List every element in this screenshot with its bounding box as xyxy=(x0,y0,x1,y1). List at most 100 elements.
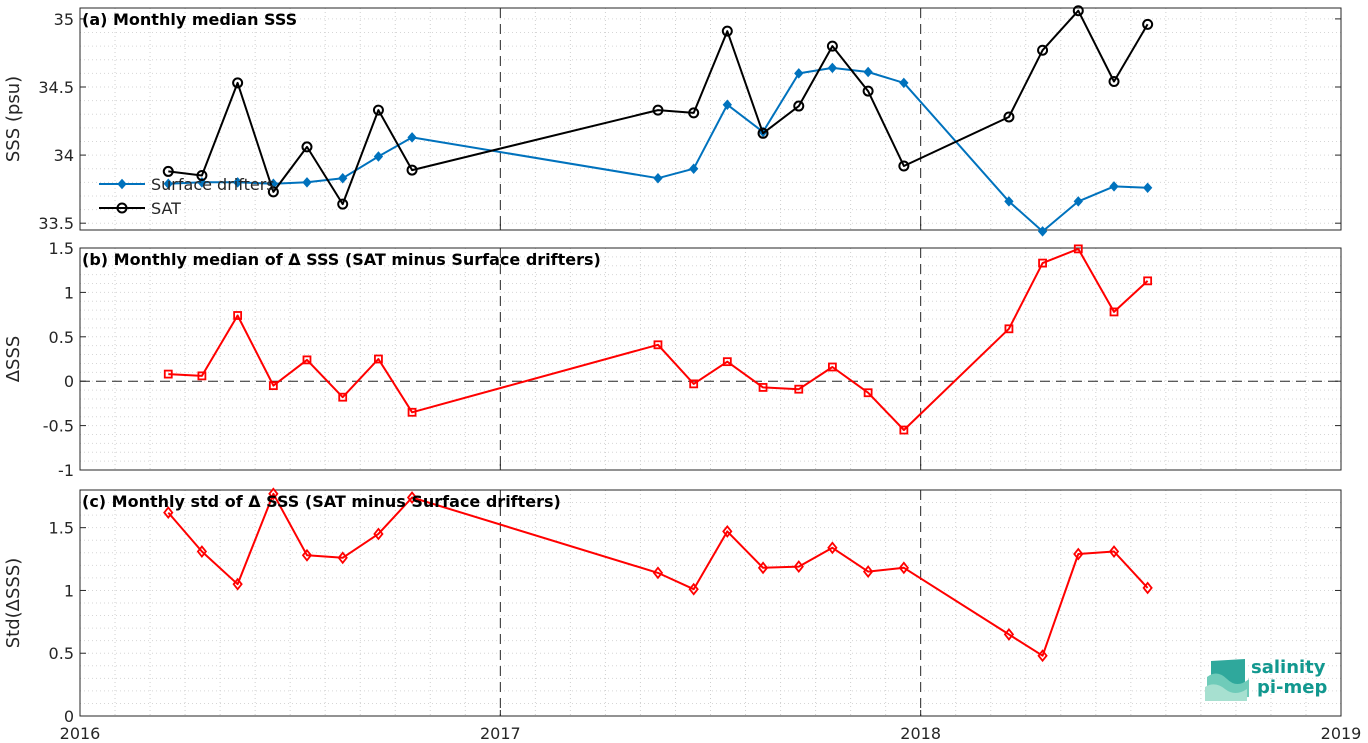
panel-title: (a) Monthly median SSS xyxy=(82,10,297,29)
series-point xyxy=(338,392,348,402)
sat-point xyxy=(267,186,279,198)
y-tick-label: 33.5 xyxy=(38,214,74,233)
y-tick-label: 1.5 xyxy=(49,519,74,538)
series-point xyxy=(163,506,174,520)
series-point xyxy=(827,362,837,372)
series-point xyxy=(196,545,208,558)
series-point xyxy=(827,541,838,555)
series-point xyxy=(337,551,348,565)
y-axis-label: SSS (psu) xyxy=(3,76,24,162)
surface-drifters-point xyxy=(407,132,417,143)
x-tick-label: 2016 xyxy=(60,724,101,743)
series-point xyxy=(1004,324,1014,334)
y-tick-label: -0.5 xyxy=(43,417,74,436)
sat-point xyxy=(1142,18,1154,30)
logo-text-salinity: salinity xyxy=(1251,657,1326,678)
series-point xyxy=(1038,258,1047,268)
series-point xyxy=(757,561,769,575)
sat-point xyxy=(372,104,384,116)
series-point xyxy=(232,577,243,591)
y-tick-label: 0.5 xyxy=(49,328,74,347)
series-point xyxy=(197,371,207,381)
surface-drifters-point xyxy=(1073,196,1083,207)
sat-point xyxy=(688,107,700,119)
legend-label-surface-drifters: Surface drifters xyxy=(151,175,275,194)
legend-label-sat: SAT xyxy=(151,199,181,218)
y-tick-label: -1 xyxy=(58,461,74,480)
axes-frame xyxy=(79,7,1342,231)
y-axis-label: Std(ΔSSS) xyxy=(3,558,24,649)
series-point xyxy=(722,357,732,367)
surface-drifters-point xyxy=(1142,182,1153,194)
series-point xyxy=(652,566,664,580)
series-point xyxy=(793,560,804,574)
sat-point xyxy=(721,25,733,37)
series-point xyxy=(1142,581,1153,595)
series-point xyxy=(794,384,804,394)
sat-point xyxy=(1072,5,1084,17)
series-point xyxy=(653,340,663,350)
sat-point xyxy=(793,100,805,112)
y-tick-label: 0 xyxy=(64,707,74,726)
surface-drifters-point xyxy=(827,62,838,74)
x-tick-label: 2018 xyxy=(900,724,941,743)
salinity-pimep-logo: salinity pi-mep xyxy=(1205,655,1335,703)
series-point xyxy=(1143,276,1153,286)
series-point xyxy=(1108,545,1120,558)
surface-drifters-point xyxy=(373,151,384,162)
surface-drifters-point xyxy=(1004,196,1014,207)
y-tick-label: 1 xyxy=(64,581,74,600)
panel-c-std-delta-sss: 0 0.5 1 1.5 2016 2017 2018 2019 Std(ΔSSS) (c) Mon… xyxy=(3,487,1362,743)
sat-point xyxy=(862,85,874,97)
legend-surface-drifters-point xyxy=(117,178,127,190)
sat-point xyxy=(757,127,769,139)
sat-point xyxy=(337,198,349,210)
legend: Surface drifters SAT xyxy=(99,175,275,218)
series-point xyxy=(898,561,910,575)
surface-drifters-point xyxy=(1037,226,1048,237)
sat-point xyxy=(301,141,313,153)
series-point xyxy=(863,388,873,398)
sat-point xyxy=(196,170,208,182)
x-tick-label: 2017 xyxy=(480,724,521,743)
y-tick-label: 0 xyxy=(64,372,74,391)
series-point xyxy=(1073,244,1083,254)
logo-text-pimep: pi-mep xyxy=(1257,677,1328,698)
sat-point xyxy=(1108,76,1120,88)
sat-point xyxy=(232,77,244,89)
sat-point xyxy=(406,164,418,176)
series-point xyxy=(163,369,173,379)
series-point xyxy=(302,355,312,365)
series-point xyxy=(373,527,384,541)
surface-drifters-point xyxy=(794,68,804,79)
surface-drifters-point xyxy=(863,66,873,78)
surface-drifters-point xyxy=(899,77,909,89)
series-point xyxy=(758,383,768,392)
surface-drifters-point xyxy=(722,99,732,110)
series-point xyxy=(862,565,874,579)
series-point xyxy=(268,381,278,391)
series-line xyxy=(168,247,1149,431)
series-point xyxy=(1003,627,1015,641)
legend-sat-point xyxy=(116,202,128,214)
y-tick-label: 34 xyxy=(54,146,74,165)
sat-point xyxy=(826,40,838,52)
series-point xyxy=(301,548,313,562)
sat-point xyxy=(652,104,664,116)
series-point xyxy=(268,487,279,501)
series-point xyxy=(1037,649,1048,663)
series-point xyxy=(722,524,733,538)
panel-b-median-delta-sss: -1 -0.5 0 0.5 1 1.5 ΔSSS (b) Monthly median of … xyxy=(3,239,1342,480)
y-tick-label: 34.5 xyxy=(38,78,74,97)
series-point xyxy=(374,354,383,364)
y-tick-label: 1 xyxy=(64,283,74,302)
y-tick-label: 0.5 xyxy=(49,644,74,663)
x-tick-label: 2019 xyxy=(1321,724,1362,743)
axes-frame xyxy=(79,489,1342,717)
series-point xyxy=(688,582,699,596)
sat-point xyxy=(898,160,910,172)
sat-point xyxy=(1037,44,1049,56)
panel-title: (c) Monthly std of Δ SSS (SAT minus Surf… xyxy=(82,492,561,511)
surface-drifters-point xyxy=(653,172,663,184)
